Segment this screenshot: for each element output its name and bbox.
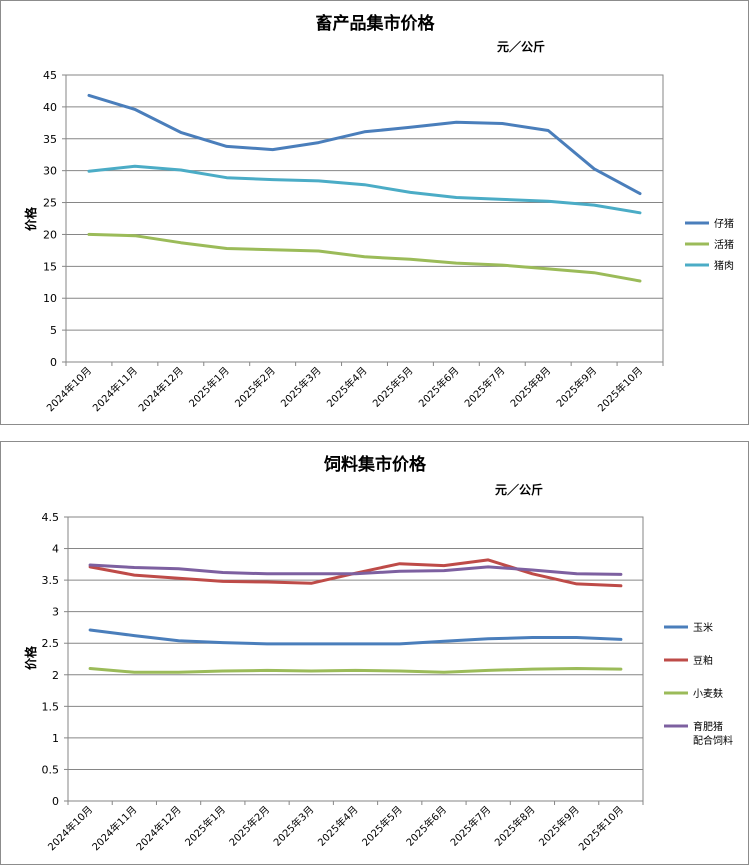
series-line-2 (88, 667, 623, 674)
feed-chart-svg: 饲料集市价格元／公斤00.511.522.533.544.52024年10月20… (23, 454, 733, 853)
x-tick-label: 2025年7月 (462, 364, 508, 410)
x-tick-label: 2025年8月 (492, 803, 538, 849)
feed-price-chart: 饲料集市价格 元／公斤 0 0.5 1 1.5 2 2.5 3 3.5 4 4.5 2024年10月 20… (0, 441, 749, 865)
y-tick-label: 30 (43, 165, 57, 178)
x-tick-label: 2025年9月 (553, 364, 599, 410)
y-tick-label: 4 (52, 543, 59, 556)
x-tick-label: 2025年1月 (186, 364, 232, 410)
x-tick-label: 2025年4月 (315, 803, 361, 849)
y-tick-label: 20 (43, 228, 57, 241)
y-tick-label: 0.5 (42, 763, 60, 776)
legend-label-line: 玉米 (693, 621, 713, 634)
plot-area (67, 516, 644, 802)
livestock-chart-svg: 畜产品集市价格元／公斤0510152025303540452024年10月202… (23, 13, 734, 414)
x-tick-label: 2025年3月 (271, 803, 317, 849)
x-tick-label: 2024年10月 (44, 364, 94, 414)
x-tick-label: 2025年5月 (370, 364, 416, 410)
x-tick-label: 2025年8月 (507, 364, 553, 410)
legend-label-line: 活猪 (714, 239, 734, 251)
y-tick-label: 0 (52, 795, 59, 808)
legend-label: 猪肉 (714, 259, 734, 272)
y-tick-label: 15 (43, 260, 57, 273)
unit-label: 元／公斤 (495, 482, 543, 497)
x-tick-label: 2025年2月 (232, 364, 278, 410)
legend-label: 育肥猪配合饲料 (693, 720, 733, 747)
series-line-2 (87, 164, 642, 215)
y-tick-label: 10 (43, 292, 57, 305)
y-tick-label: 1.5 (42, 700, 60, 713)
plot-area (65, 74, 664, 363)
legend-label-line: 小麦麸 (693, 687, 723, 700)
legend-label: 玉米 (693, 621, 713, 634)
y-axis-label: 价格 (23, 645, 38, 670)
y-tick-label: 2.5 (42, 637, 60, 650)
x-tick-label: 2024年11月 (89, 803, 139, 853)
x-tick-label: 2024年11月 (90, 364, 140, 414)
legend-label: 豆粕 (693, 654, 713, 667)
x-tick-label: 2025年6月 (416, 364, 462, 410)
legend-label: 仔猪 (714, 218, 734, 230)
x-tick-label: 2024年12月 (136, 364, 186, 414)
y-tick-label: 4.5 (42, 511, 60, 524)
y-tick-label: 0 (50, 356, 57, 369)
x-tick-label: 2025年7月 (447, 803, 493, 849)
y-tick-label: 35 (43, 133, 57, 146)
y-tick-label: 3 (52, 606, 59, 619)
x-tick-label: 2025年9月 (536, 803, 582, 849)
x-tick-label: 2024年10月 (45, 803, 95, 853)
legend-label-line: 配合饲料 (693, 734, 733, 747)
chart-title: 畜产品集市价格 (316, 13, 436, 34)
legend-label: 活猪 (714, 239, 734, 251)
x-tick-label: 2025年3月 (278, 364, 324, 410)
livestock-price-chart: 畜产品集市价格 元／公斤 0 5 10 15 20 25 30 35 40 45 2024年10月 202… (0, 0, 749, 425)
x-tick-label: 2025年1月 (182, 803, 228, 849)
y-tick-label: 2 (52, 669, 59, 682)
y-tick-label: 25 (43, 197, 57, 210)
y-tick-label: 45 (43, 69, 57, 82)
legend-label-line: 仔猪 (714, 218, 734, 230)
x-tick-label: 2025年10月 (576, 803, 626, 853)
x-tick-label: 2025年6月 (403, 803, 449, 849)
legend-label-line: 豆粕 (693, 654, 713, 667)
series-line-0 (87, 93, 642, 196)
x-tick-label: 2025年2月 (226, 803, 272, 849)
y-tick-label: 5 (50, 324, 57, 337)
y-axis-label: 价格 (23, 206, 38, 231)
series-line-3 (88, 563, 623, 576)
x-tick-label: 2025年4月 (324, 364, 370, 410)
y-tick-label: 3.5 (42, 574, 60, 587)
unit-label: 元／公斤 (497, 39, 545, 54)
chart-title: 饲料集市价格 (323, 454, 427, 475)
y-tick-label: 1 (52, 732, 59, 745)
x-tick-label: 2025年5月 (359, 803, 405, 849)
legend-label: 小麦麸 (693, 687, 723, 700)
x-tick-label: 2024年12月 (133, 803, 183, 853)
x-tick-label: 2025年10月 (595, 364, 645, 414)
series-line-1 (87, 232, 642, 283)
y-tick-label: 40 (43, 101, 57, 114)
legend-label-line: 育肥猪 (693, 720, 723, 733)
legend-label-line: 猪肉 (714, 259, 734, 272)
series-line-0 (88, 628, 623, 646)
